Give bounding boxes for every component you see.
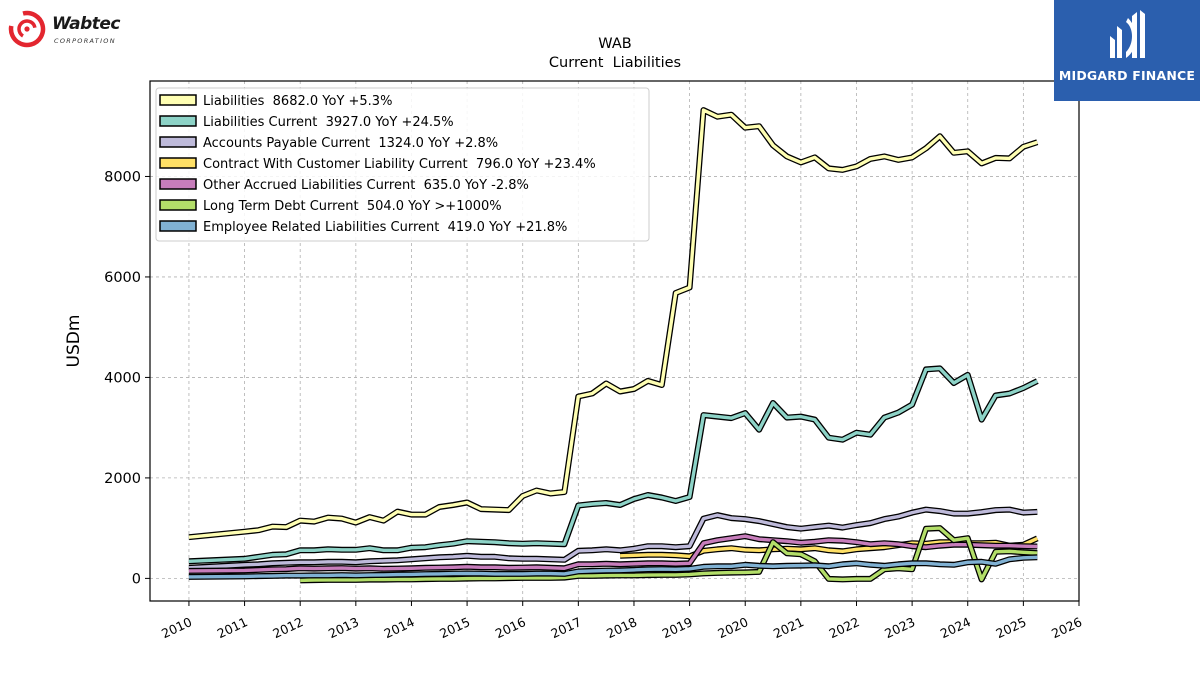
y-axis-label: USDm — [64, 315, 84, 368]
x-tick-label: 2017 — [548, 614, 583, 641]
series-line — [188, 534, 1038, 573]
x-tick-label: 2025 — [993, 614, 1028, 641]
legend-swatch — [159, 115, 197, 127]
x-tick-label: 2026 — [1049, 614, 1084, 641]
x-tick-label: 2015 — [437, 614, 472, 641]
legend-entry-label: Liabilities Current 3927.0 YoY +24.5% — [203, 115, 454, 130]
series-layer — [188, 107, 1039, 584]
series-line — [188, 507, 1038, 570]
midgard-wordmark: MIDGARD FINANCE — [1058, 68, 1196, 83]
x-tick-label: 2013 — [326, 614, 361, 641]
y-tick-label: 4000 — [104, 370, 141, 386]
x-tick-label: 2011 — [215, 614, 250, 641]
legend-entry-label: Liabilities 8682.0 YoY +5.3% — [203, 94, 392, 109]
plot-frame — [149, 80, 1080, 602]
wabtec-wordmark: Wabtec — [52, 14, 120, 34]
legend-swatch — [159, 178, 197, 190]
x-tick-label: 2016 — [493, 614, 528, 641]
x-tick-label: 2020 — [715, 614, 750, 641]
legend-entry-label: Other Accrued Liabilities Current 635.0 … — [203, 178, 529, 193]
legend-box — [155, 87, 650, 242]
y-tick-label: 6000 — [104, 270, 141, 286]
x-tick-label: 2024 — [938, 614, 973, 641]
x-tick-label: 2014 — [382, 614, 417, 641]
chart-ticker: WAB — [598, 36, 631, 52]
x-tick-label: 2019 — [660, 614, 695, 641]
x-tick-label: 2021 — [771, 614, 806, 641]
x-tick-label: 2012 — [270, 614, 305, 641]
y-tick-label: 0 — [132, 571, 141, 587]
x-tick-label: 2022 — [827, 614, 862, 641]
legend-swatch — [159, 94, 197, 106]
series-line-outline — [188, 365, 1039, 565]
y-tick-label: 2000 — [104, 471, 141, 487]
wabtec-emblem-icon — [8, 10, 46, 48]
x-tick-label: 2023 — [882, 614, 917, 641]
legend-swatch — [159, 136, 197, 148]
legend: Liabilities 8682.0 YoY +5.3% Liabilities … — [155, 87, 650, 242]
x-tick-label: 2018 — [604, 614, 639, 641]
series-line — [188, 108, 1038, 539]
series-line — [188, 555, 1038, 579]
x-tick-label: 2010 — [159, 614, 194, 641]
legend-swatch — [159, 220, 197, 232]
series-line — [188, 366, 1039, 563]
midgard-finance-logo: MIDGARD FINANCE — [1054, 0, 1200, 101]
y-tick-label: 8000 — [104, 169, 141, 185]
legend-entry-label: Accounts Payable Current 1324.0 YoY +2.8… — [203, 136, 498, 151]
legend-entry-label: Contract With Customer Liability Current… — [203, 157, 596, 172]
legend-entry-label: Long Term Debt Current 504.0 YoY >+1000% — [203, 199, 502, 214]
chart-title: Current Liabilities — [549, 55, 681, 71]
legend-entry-label: Employee Related Liabilities Current 419… — [203, 220, 567, 235]
legend-swatch — [159, 199, 197, 211]
legend-swatch — [159, 157, 197, 169]
wabtec-logo: Wabtec CORPORATION — [8, 8, 143, 50]
midgard-emblem-icon — [1110, 10, 1145, 58]
wabtec-subtitle: CORPORATION — [54, 37, 116, 45]
